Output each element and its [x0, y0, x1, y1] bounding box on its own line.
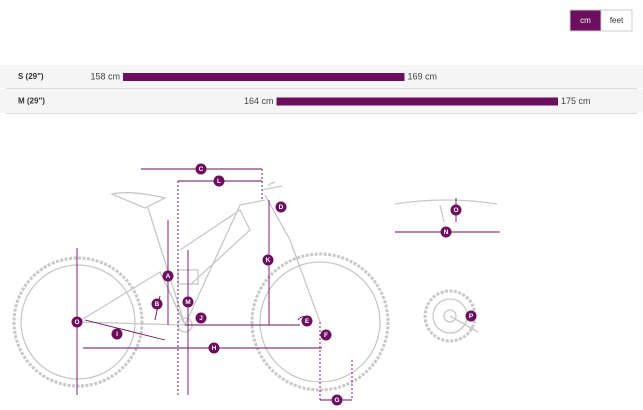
geometry-label: G [334, 397, 339, 404]
range-max-label: 169 cm [407, 71, 437, 81]
size-range-bar [276, 97, 558, 106]
geometry-marker [262, 254, 274, 266]
geometry-label: O [453, 207, 458, 214]
size-name: S (29") [18, 72, 44, 81]
geometry-label: L [217, 178, 221, 185]
geometry-marker [213, 175, 225, 187]
geometry-marker [320, 329, 332, 341]
geometry-label: N [444, 229, 449, 236]
geometry-marker [151, 298, 163, 310]
geometry-marker [195, 312, 207, 324]
geometry-marker [465, 310, 477, 322]
geometry-marker [162, 270, 174, 282]
bike-drawing [12, 181, 498, 392]
unit-button[interactable] [600, 9, 633, 32]
geometry-label: O [74, 319, 79, 326]
unit-button-label[interactable]: cm [580, 16, 591, 25]
geometry-label: B [155, 301, 160, 308]
geometry-label: P [469, 313, 474, 320]
unit-button-label[interactable]: feet [610, 16, 624, 25]
range-max-label: 175 cm [561, 96, 591, 106]
geometry-marker [71, 316, 83, 328]
geometry-label: A [166, 273, 171, 280]
geometry-marker [450, 204, 462, 216]
range-min-label: 164 cm [244, 96, 274, 106]
geometry-label: C [199, 166, 204, 173]
geometry-marker [182, 296, 194, 308]
geometry-label: H [212, 345, 217, 352]
geometry-label: J [199, 315, 203, 322]
geometry-marker [208, 342, 220, 354]
range-min-label: 158 cm [90, 71, 120, 81]
geometry-label: F [324, 332, 328, 339]
geometry-marker [440, 226, 452, 238]
geometry-marker [195, 163, 207, 175]
size-range-bar [123, 73, 405, 81]
geometry-label: M [185, 299, 190, 306]
geometry-marker [301, 315, 313, 327]
geometry-label: K [266, 257, 271, 264]
geometry-label: D [279, 204, 284, 211]
geometry-marker [331, 394, 343, 406]
size-name: M (29") [18, 97, 45, 106]
geometry-marker [275, 201, 287, 213]
geometry-marker [111, 328, 123, 340]
geometry-label: E [305, 318, 310, 325]
geometry-label: I [116, 331, 118, 338]
